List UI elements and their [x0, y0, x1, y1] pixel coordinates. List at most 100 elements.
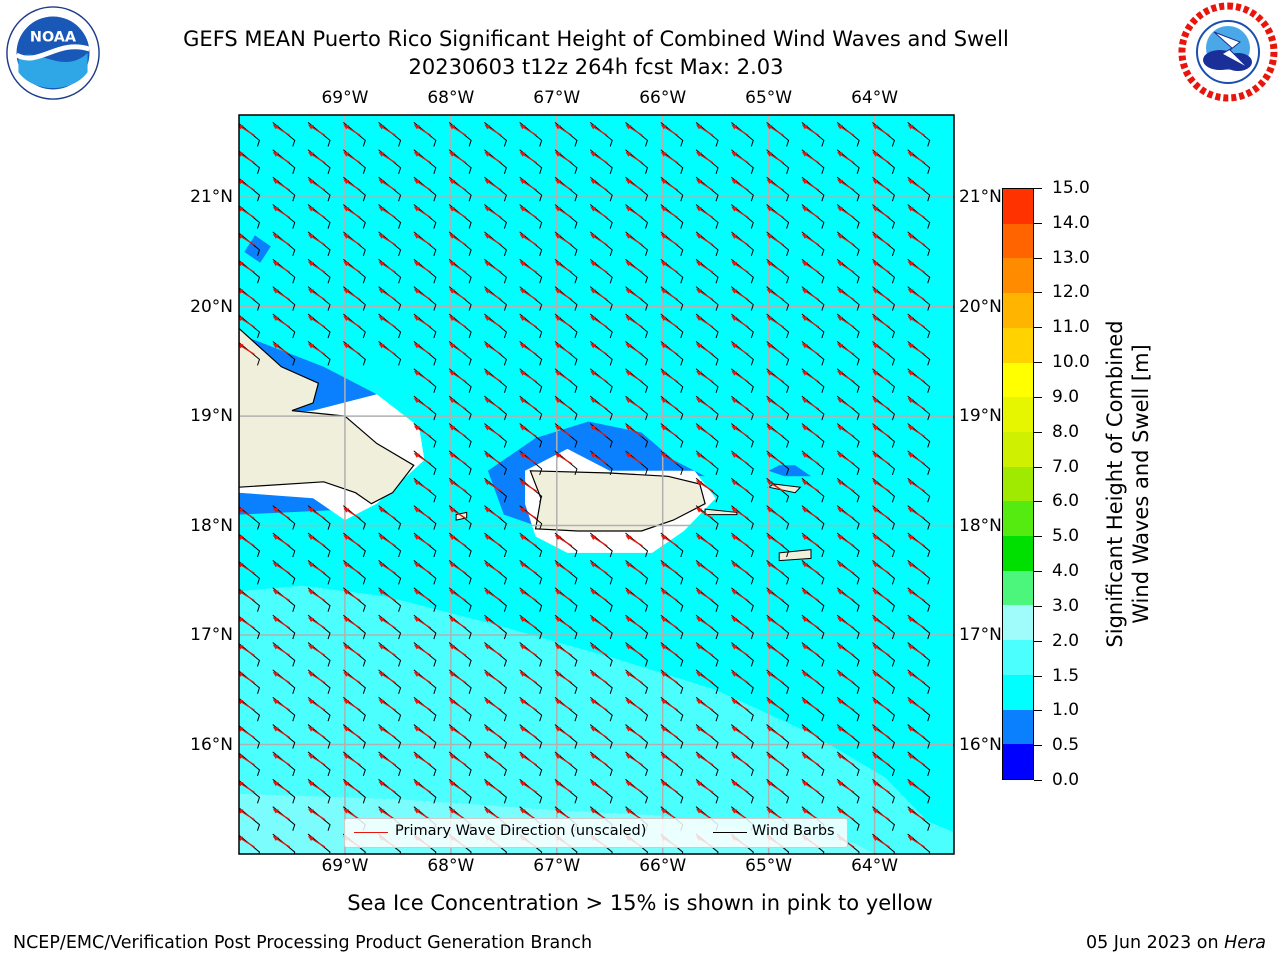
wave-arrow-head — [625, 452, 632, 458]
wave-arrow-head — [696, 753, 703, 759]
wave-arrow-head — [801, 699, 808, 705]
wind-barb — [342, 587, 366, 612]
wave-arrow-head — [449, 781, 456, 787]
wind-barb — [484, 149, 507, 174]
colorbar-tick-11 — [1034, 396, 1042, 398]
wave-arrow-head — [766, 179, 773, 185]
wind-barb — [695, 122, 719, 147]
wave-arrow-head — [590, 781, 597, 787]
wave-arrow-head — [449, 589, 456, 595]
wind-barb — [625, 258, 649, 284]
wave-arrow-head — [696, 233, 703, 239]
wind-barb — [660, 340, 684, 366]
wind-barb — [872, 477, 895, 503]
wind-barb — [907, 669, 931, 694]
wind-barb — [239, 123, 261, 147]
wind-barb — [378, 642, 402, 667]
wave-arrow-head — [872, 480, 879, 486]
wind-barb — [836, 395, 860, 421]
wave-arrow-head — [696, 179, 703, 185]
wave-arrow-head — [907, 781, 914, 787]
wave-arrow-head — [766, 480, 773, 486]
wave-arrow-head — [484, 808, 491, 814]
wave-arrow-head — [907, 425, 914, 431]
wave-arrow-head — [413, 507, 420, 513]
colorbar-tick-label-16: 14.0 — [1052, 212, 1090, 233]
wave-arrow-head — [660, 562, 667, 568]
wave-arrow-head — [449, 151, 456, 157]
wind-barb — [801, 559, 825, 585]
colorbar-segment-16 — [1003, 189, 1033, 224]
wave-arrow-head — [766, 753, 773, 759]
wave-arrow-head — [343, 206, 350, 212]
wave-arrow-head — [378, 507, 385, 513]
lon-label-bottom-3: 66°W — [639, 856, 687, 876]
nws-logo-icon — [1178, 2, 1278, 102]
wave-arrow-head — [731, 534, 738, 540]
wave-arrow-head — [731, 151, 738, 157]
wind-barb — [448, 313, 472, 339]
wave-arrow-head — [413, 233, 420, 239]
wave-direction-legend-label: Primary Wave Direction (unscaled) — [395, 823, 647, 839]
wind-barb — [730, 258, 754, 284]
wave-arrow-head — [484, 671, 491, 677]
wind-barb — [589, 286, 613, 311]
wind-barb — [484, 724, 507, 749]
wave-arrow-head — [837, 288, 844, 294]
wave-arrow-head — [907, 206, 914, 212]
wave-arrow-head — [378, 644, 385, 650]
wind-barb — [801, 477, 825, 503]
wind-barb — [695, 614, 719, 640]
wind-barb — [836, 587, 860, 612]
wave-arrow-head — [519, 151, 526, 157]
wind-barb — [378, 532, 402, 558]
wave-arrow-head — [907, 124, 914, 130]
low-wave-band-hispaniola-south — [239, 492, 356, 515]
wave-arrow-head — [907, 534, 914, 540]
lat-label-left-1: 20°N — [190, 296, 233, 317]
noaa-logo-text: NOAA — [30, 29, 77, 45]
wave-arrow-head — [837, 452, 844, 458]
wind-barb — [307, 833, 331, 854]
low-wave-band-puerto-rico — [487, 421, 706, 526]
wave-arrow-head — [766, 808, 773, 814]
wave-arrow-head — [766, 233, 773, 239]
wind-barb — [378, 313, 402, 339]
wind-barb — [836, 614, 860, 640]
wind-barb — [695, 532, 719, 558]
wave-arrow-head — [766, 644, 773, 650]
wind-barb — [307, 340, 331, 366]
wind-barb — [660, 395, 684, 421]
wind-barb — [836, 231, 860, 257]
wave-arrow-head — [272, 726, 279, 732]
wind-barb — [342, 149, 366, 174]
wind-barb — [695, 231, 719, 257]
wave-arrow-head — [519, 781, 526, 787]
wave-arrow-head — [660, 316, 667, 322]
wind-barb — [730, 231, 754, 257]
wave-arrow-head — [801, 480, 808, 486]
wave-arrow-head — [837, 617, 844, 623]
wind-barb — [342, 505, 366, 530]
wind-barb-legend-line — [713, 832, 747, 833]
wave-arrow-head — [660, 124, 667, 130]
wave-arrow-head — [519, 316, 526, 322]
wind-barb — [695, 368, 719, 393]
wind-barb — [272, 696, 296, 722]
colorbar-tick-5 — [1034, 605, 1042, 607]
colorbar-tick-0 — [1034, 780, 1042, 781]
wave-arrow-head — [378, 343, 385, 349]
wind-barb — [907, 395, 931, 421]
lon-label-bottom-4: 65°W — [745, 856, 793, 876]
wind-barb — [872, 423, 895, 448]
wind-barb — [519, 286, 543, 311]
wind-barb — [801, 395, 825, 421]
wave-arrow-head — [413, 589, 420, 595]
colorbar-segment-14 — [1003, 258, 1033, 294]
wave-arrow-head — [413, 480, 420, 486]
wind-barb — [836, 149, 860, 174]
wave-arrow-head — [625, 425, 632, 431]
wind-barb — [554, 231, 578, 257]
colorbar-tick-label-8: 6.0 — [1052, 491, 1080, 512]
wave-arrow-head — [907, 644, 914, 650]
